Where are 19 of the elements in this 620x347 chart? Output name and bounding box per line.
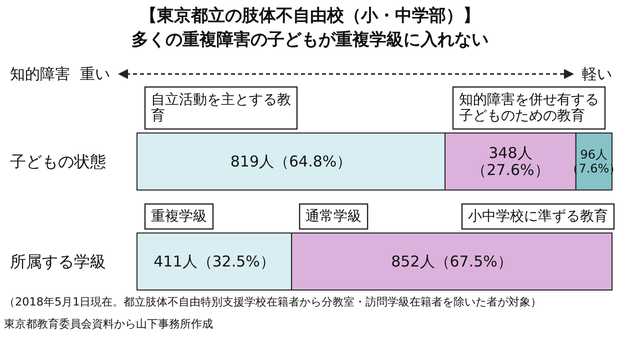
data-label: 852人（67.5%） [391, 252, 512, 270]
text: 軽い [582, 65, 612, 83]
text: 東京都教育委員会資料から山下事務所作成 [4, 318, 213, 330]
data-label: 96人（7.6%） [566, 148, 620, 176]
data-label: 348人（27.6%） [472, 144, 550, 180]
annotation: 小中学校に準ずる教育 [468, 208, 608, 224]
annotation: 通常学級 [306, 208, 362, 224]
data-label: 411人（32.5%） [154, 252, 275, 270]
y-tick-label: 子どもの状態 [10, 152, 106, 171]
text: 重い [80, 65, 110, 83]
chart-title: 【東京都立の肢体不自由校（小・中学部）】 [140, 6, 480, 26]
annotation: 知的障害を併せ有する子どものための教育 [459, 92, 600, 124]
chart-subtitle: 多くの重複障害の子どもが重複学級に入れない [132, 30, 488, 50]
annotation: （2018年5月1日現在。都立肢体不自由特別支援学校在籍者から分教室・訪問学級在籍者を除いた者が対象） [4, 296, 542, 308]
y-tick-label: 所属する学級 [10, 252, 106, 271]
text: 知的障害 [10, 65, 70, 83]
annotation: 自立活動を主とする教育 [151, 92, 291, 124]
data-label: 819人（64.8%） [230, 152, 352, 170]
annotation: 重複学級 [151, 208, 207, 224]
